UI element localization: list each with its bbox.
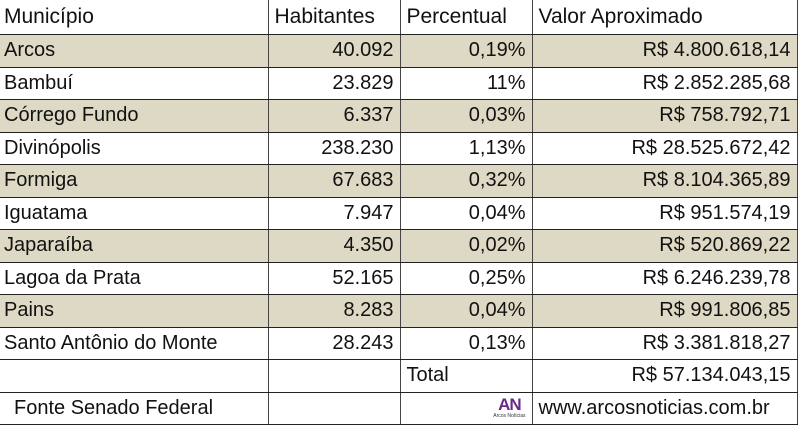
logo-cell: AN Arcos Notícias [400,392,533,425]
cell-municipio: Santo Antônio do Monte [0,327,269,360]
logo-text: AN [498,395,522,415]
cell-municipio: Divinópolis [0,132,269,165]
total-row: Total R$ 57.134.043,15 [0,359,798,393]
cell-valor: R$ 520.869,22 [532,229,798,263]
table-row: Pains 8.283 0,04% R$ 991.806,85 [0,294,798,328]
cell-valor: R$ 758.792,71 [532,99,798,133]
cell-percentual: 11% [400,67,533,100]
cell-habitantes: 238.230 [268,132,401,165]
header-valor: Valor Aproximado [532,0,798,35]
total-value: R$ 57.134.043,15 [532,359,798,393]
cell-valor: R$ 4.800.618,14 [532,34,798,68]
empty-cell [268,392,401,425]
empty-cell [268,359,401,393]
cell-valor: R$ 6.246.239,78 [532,262,798,295]
cell-percentual: 0,03% [400,99,533,133]
cell-municipio: Japaraíba [0,229,269,263]
header-municipio: Município [0,0,269,35]
total-label: Total [400,359,533,393]
cell-percentual: 0,32% [400,164,533,198]
logo-subtext: Arcos Notícias [493,413,526,420]
cell-valor: R$ 28.525.672,42 [532,132,798,165]
cell-habitantes: 52.165 [268,262,401,295]
cell-municipio: Lagoa da Prata [0,262,269,295]
cell-habitantes: 6.337 [268,99,401,133]
empty-cell [0,359,269,393]
table-row: Japaraíba 4.350 0,02% R$ 520.869,22 [0,229,798,263]
table-row: Formiga 67.683 0,32% R$ 8.104.365,89 [0,164,798,198]
cell-habitantes: 28.243 [268,327,401,360]
website-text: www.arcosnoticias.com.br [532,392,798,425]
table-row: Córrego Fundo 6.337 0,03% R$ 758.792,71 [0,99,798,133]
cell-percentual: 0,02% [400,229,533,263]
table-row: Santo Antônio do Monte 28.243 0,13% R$ 3.38… [0,327,798,360]
cell-habitantes: 7.947 [268,197,401,230]
cell-municipio: Pains [0,294,269,328]
cell-habitantes: 67.683 [268,164,401,198]
cell-habitantes: 8.283 [268,294,401,328]
cell-valor: R$ 991.806,85 [532,294,798,328]
cell-habitantes: 23.829 [268,67,401,100]
table-row: Bambuí 23.829 11% R$ 2.852.285,68 [0,67,798,100]
cell-valor: R$ 951.574,19 [532,197,798,230]
cell-percentual: 0,25% [400,262,533,295]
header-percentual: Percentual [400,0,533,35]
cell-percentual: 1,13% [400,132,533,165]
cell-percentual: 0,19% [400,34,533,68]
cell-municipio: Bambuí [0,67,269,100]
source-label: Fonte Senado Federal [0,392,269,425]
footer-row: Fonte Senado Federal AN Arcos Notícias w… [0,392,798,425]
cell-valor: R$ 8.104.365,89 [532,164,798,198]
arcos-noticias-logo: AN Arcos Notícias [493,395,526,420]
cell-habitantes: 4.350 [268,229,401,263]
header-row: Município Habitantes Percentual Valor Ap… [0,0,798,35]
cell-municipio: Iguatama [0,197,269,230]
cell-percentual: 0,04% [400,197,533,230]
cell-percentual: 0,13% [400,327,533,360]
cell-valor: R$ 2.852.285,68 [532,67,798,100]
table-row: Iguatama 7.947 0,04% R$ 951.574,19 [0,197,798,230]
cell-percentual: 0,04% [400,294,533,328]
cell-municipio: Arcos [0,34,269,68]
cell-habitantes: 40.092 [268,34,401,68]
table-row: Divinópolis 238.230 1,13% R$ 28.525.672,42 [0,132,798,165]
cell-municipio: Córrego Fundo [0,99,269,133]
header-habitantes: Habitantes [268,0,401,35]
table-row: Lagoa da Prata 52.165 0,25% R$ 6.246.239,78 [0,262,798,295]
table-row: Arcos 40.092 0,19% R$ 4.800.618,14 [0,34,798,68]
cell-valor: R$ 3.381.818,27 [532,327,798,360]
cell-municipio: Formiga [0,164,269,198]
